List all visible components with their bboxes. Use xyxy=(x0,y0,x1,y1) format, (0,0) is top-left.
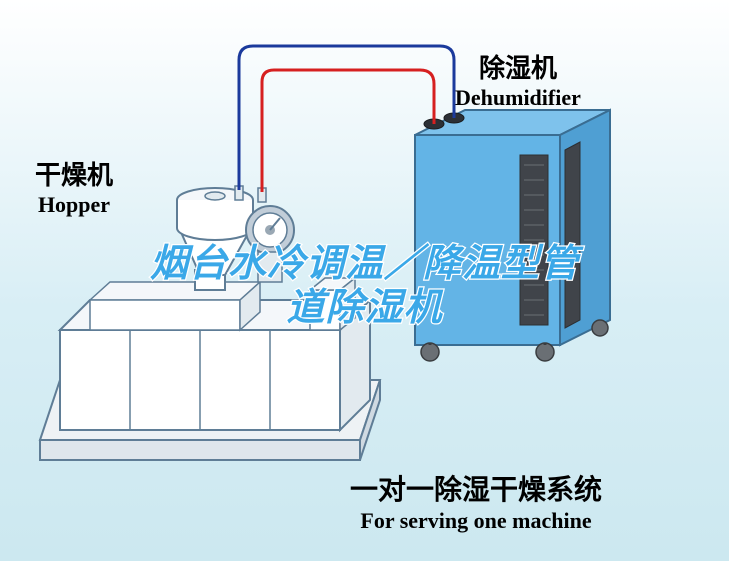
system-label-en: For serving one machine xyxy=(350,508,602,534)
pipe-red xyxy=(262,70,434,192)
dehumidifier-label: 除湿机 Dehumidifier xyxy=(455,48,581,111)
hopper-label: 干燥机 Hopper xyxy=(35,155,113,218)
hopper-label-en: Hopper xyxy=(35,192,113,218)
dehumidifier-label-cn: 除湿机 xyxy=(455,48,581,85)
overlay-title-line2: 道除湿机 xyxy=(0,287,729,331)
overlay-title: 烟台水冷调温／降温型管 道除湿机 xyxy=(0,243,729,330)
overlay-title-line1: 烟台水冷调温／降温型管 xyxy=(0,243,729,287)
hopper-label-cn: 干燥机 xyxy=(35,155,113,192)
system-label-cn: 一对一除湿干燥系统 xyxy=(350,468,602,508)
system-label: 一对一除湿干燥系统 For serving one machine xyxy=(350,468,602,534)
dehumidifier-label-en: Dehumidifier xyxy=(455,85,581,111)
